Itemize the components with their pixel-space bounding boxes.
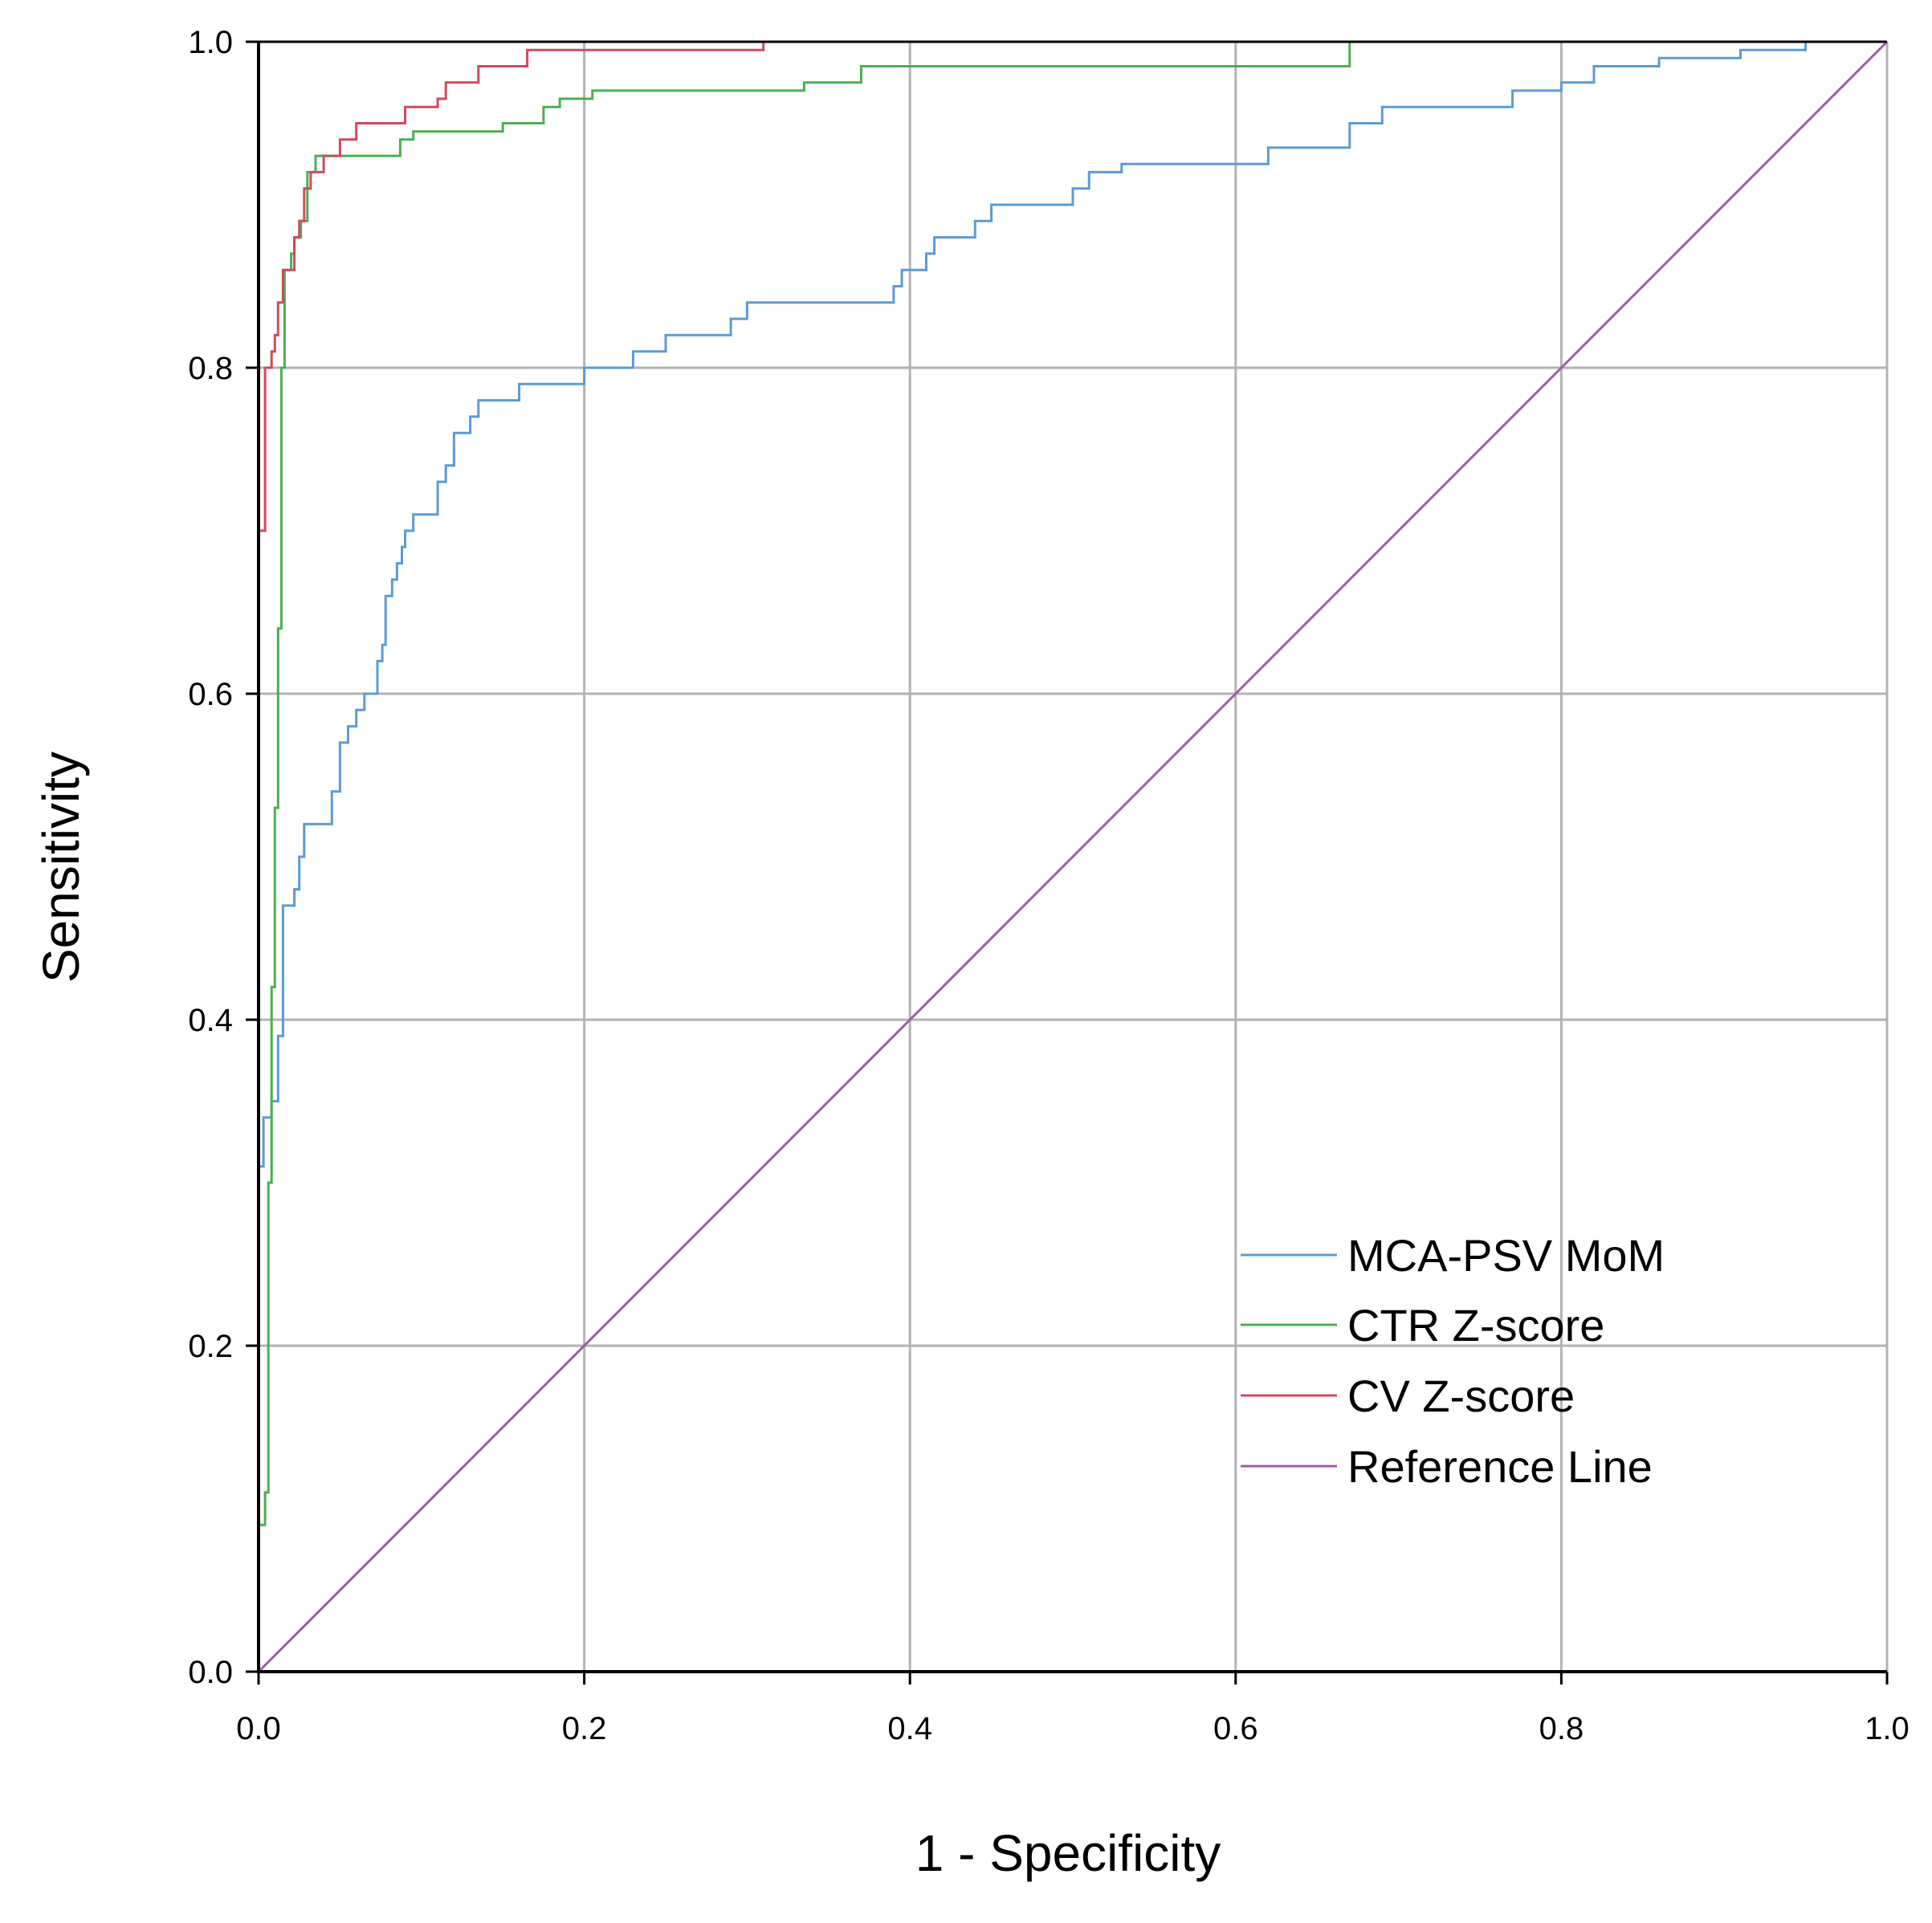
series-line-cv-z-score — [257, 40, 1887, 1672]
legend-label-cv-z-score: CV Z-score — [1347, 1371, 1575, 1421]
legend-label-reference-line: Reference Line — [1347, 1441, 1653, 1492]
y-tick-label: 0.4 — [188, 1003, 233, 1038]
y-tick-label: 0.0 — [188, 1655, 233, 1690]
legend-label-mca-psv-mom: MCA-PSV MoM — [1347, 1230, 1665, 1281]
x-tick-label: 0.4 — [887, 1711, 932, 1746]
series-line-ctr-z-score — [257, 40, 1887, 1672]
tick-labels: 0.0 0.2 0.4 0.6 0.8 1.0 0.0 0.2 0.4 0.6 0.8 1.0 — [188, 25, 1909, 1746]
series-line-mca-psv-mom — [257, 40, 1887, 1672]
x-tick-label: 0.2 — [562, 1711, 607, 1746]
y-tick-label: 1.0 — [188, 25, 233, 60]
x-tick-label: 0.6 — [1213, 1711, 1258, 1746]
x-tick-label: 1.0 — [1865, 1711, 1910, 1746]
y-tick-label: 0.2 — [188, 1329, 233, 1364]
series-layer — [257, 40, 1889, 1673]
x-tick-label: 0.8 — [1539, 1711, 1584, 1746]
plot-frame — [257, 40, 1887, 1673]
y-axis-title: Sensitivity — [32, 752, 90, 983]
x-tick-label: 0.0 — [236, 1711, 281, 1746]
legend: MCA-PSV MoM CTR Z-score CV Z-score Refer… — [1241, 1230, 1665, 1492]
y-tick-label: 0.6 — [188, 677, 233, 712]
x-axis-title: 1 - Specificity — [915, 1824, 1221, 1882]
series-line-reference-line — [257, 40, 1889, 1673]
legend-label-ctr-z-score: CTR Z-score — [1347, 1300, 1604, 1351]
y-tick-label: 0.8 — [188, 351, 233, 386]
